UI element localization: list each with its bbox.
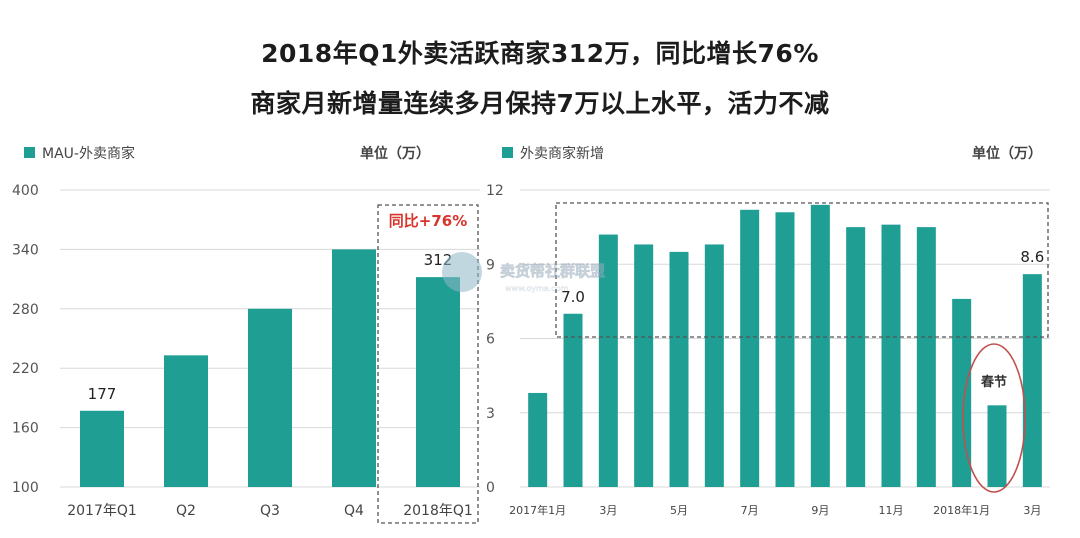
watermark: 卖货帮社群联盟 www.oyma.com — [442, 252, 605, 293]
left-bar — [164, 355, 208, 487]
watermark-url: www.oyma.com — [505, 284, 569, 293]
left-ytick-label: 340 — [12, 242, 39, 258]
left-xtick-label: 2018年Q1 — [403, 503, 473, 519]
right-ytick-label: 0 — [486, 480, 495, 496]
right-bar — [775, 212, 795, 487]
left-xtick-label: Q4 — [344, 503, 364, 519]
left-legend-label: MAU-外卖商家 — [42, 145, 135, 162]
right-xtick-label: 3月 — [599, 504, 617, 517]
right-highlight-box — [555, 202, 1049, 338]
right-bar — [881, 224, 901, 487]
right-data-label: 8.6 — [1020, 248, 1044, 266]
right-bar — [669, 251, 689, 487]
left-xtick-label: 2017年Q1 — [67, 503, 137, 519]
right-bar — [704, 244, 724, 487]
right-bar — [846, 227, 866, 487]
spring-festival-ellipse — [962, 343, 1026, 493]
right-xtick-label: 2017年1月 — [509, 503, 566, 517]
right-ytick-label: 12 — [486, 183, 504, 199]
right-xtick-label: 11月 — [879, 504, 904, 517]
left-annotation-yoy: 同比+76% — [389, 212, 467, 230]
right-legend-swatch — [502, 147, 513, 158]
right-bar — [952, 298, 972, 487]
right-bar — [634, 244, 654, 487]
right-legend-label: 外卖商家新增 — [520, 145, 604, 162]
watermark-text: 卖货帮社群联盟 — [500, 262, 605, 280]
right-bar — [1022, 274, 1042, 487]
right-ytick-label: 9 — [486, 257, 495, 273]
left-ytick-label: 100 — [12, 480, 39, 496]
right-xtick-label: 9月 — [811, 504, 829, 517]
spring-festival-label: 春节 — [980, 374, 1007, 390]
left-chart: MAU-外卖商家 单位（万） 100 160 220 280 340 400 2017年Q… — [12, 145, 480, 524]
left-ytick-label: 280 — [12, 302, 39, 318]
watermark-logo-icon — [442, 252, 482, 292]
right-chart: 外卖商家新增 单位（万） 0 3 6 9 12 2017年1月 3月 5月 7月 9月 11月 20… — [486, 145, 1050, 517]
right-xtick-label: 5月 — [670, 504, 688, 517]
left-ytick-label: 160 — [12, 421, 39, 437]
left-highlight-box — [377, 204, 479, 524]
chart-title-line2: 商家月新增量连续多月保持7万以上水平，活力不减 — [250, 89, 830, 118]
left-bar — [248, 308, 292, 487]
right-ytick-label: 6 — [486, 332, 495, 348]
left-unit-label: 单位（万） — [360, 145, 430, 162]
right-xtick-label: 3月 — [1023, 504, 1041, 517]
right-data-label: 7.0 — [561, 288, 585, 306]
left-xtick-label: Q3 — [260, 503, 280, 519]
right-xtick-label: 2018年1月 — [933, 503, 990, 517]
left-xtick-label: Q2 — [176, 503, 196, 519]
left-ytick-label: 400 — [12, 183, 39, 199]
left-bar — [416, 277, 460, 487]
right-bar — [598, 234, 618, 487]
right-ytick-label: 3 — [486, 406, 495, 422]
right-bar — [528, 392, 548, 487]
left-data-label: 177 — [88, 385, 117, 403]
left-ytick-label: 220 — [12, 361, 39, 377]
right-unit-label: 单位（万） — [972, 145, 1042, 162]
left-bar — [80, 410, 124, 487]
left-bar — [332, 249, 376, 487]
left-legend-swatch — [24, 147, 35, 158]
right-bar — [987, 405, 1007, 487]
right-bar — [563, 313, 583, 487]
chart-title-line1: 2018年Q1外卖活跃商家312万，同比增长76% — [261, 39, 819, 68]
right-xtick-label: 7月 — [741, 504, 759, 517]
right-bar — [810, 204, 830, 487]
right-bar — [740, 209, 760, 488]
right-bar — [916, 227, 936, 487]
